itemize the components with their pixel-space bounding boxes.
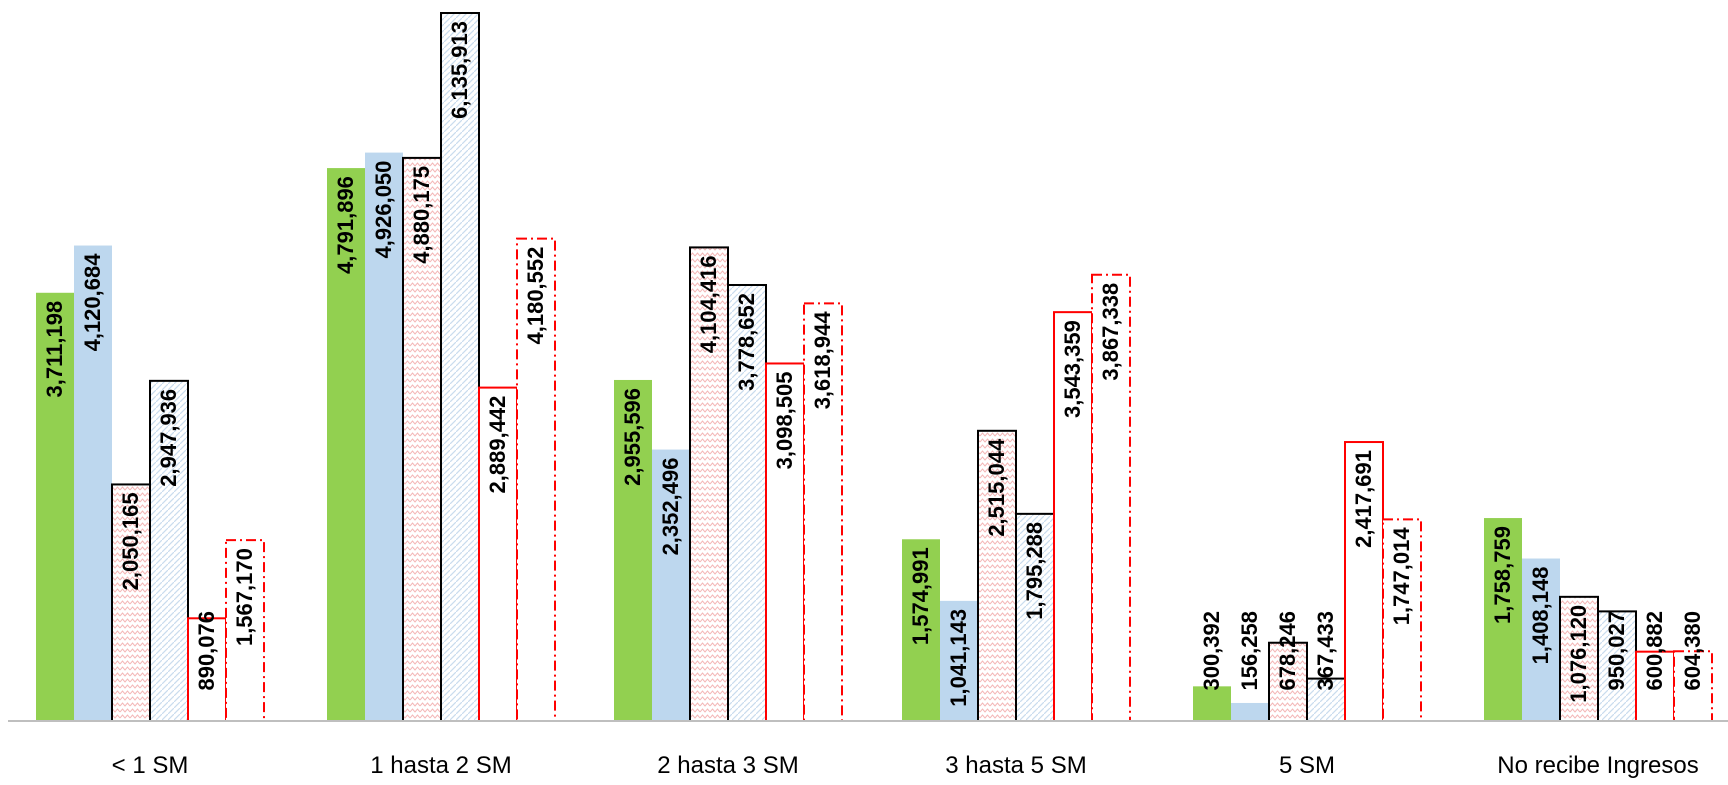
category-label-6: No recibe Ingresos bbox=[1497, 752, 1698, 779]
value-label-series-3-category-6: 1,076,120 bbox=[1566, 605, 1591, 703]
bar-series-5-category-4 bbox=[1053, 311, 1093, 722]
bar-series-2-category-4 bbox=[940, 600, 978, 721]
bar-series-3-category-4 bbox=[977, 429, 1017, 722]
category-label-5: 5 SM bbox=[1279, 752, 1335, 779]
value-label-series-1-category-4: 1,574,991 bbox=[908, 547, 933, 645]
category-label-1: < 1 SM bbox=[112, 752, 189, 779]
category-label-4: 3 hasta 5 SM bbox=[945, 752, 1086, 779]
value-label-series-1-category-2: 4,791,896 bbox=[333, 176, 358, 274]
value-label-series-1-category-3: 2,955,596 bbox=[620, 388, 645, 486]
bar-series-6-category-2 bbox=[516, 237, 556, 723]
value-label-series-2-category-6: 1,408,148 bbox=[1528, 567, 1553, 665]
value-label-series-5-category-3: 3,098,505 bbox=[772, 371, 797, 469]
value-label-series-6-category-3: 3,618,944 bbox=[810, 311, 835, 410]
bar-series-1-category-6 bbox=[1484, 518, 1522, 721]
category-labels-layer: < 1 SM 1 hasta 2 SM 2 hasta 3 SM 3 hasta 5 … bbox=[112, 752, 1699, 779]
value-label-series-3-category-4: 2,515,044 bbox=[984, 438, 1009, 537]
value-label-series-2-category-4: 1,041,143 bbox=[946, 609, 971, 707]
value-label-series-4-category-3: 3,778,652 bbox=[734, 293, 759, 391]
value-label-series-6-category-1: 1,567,170 bbox=[232, 548, 257, 646]
bar-series-4-category-2 bbox=[440, 12, 480, 722]
value-label-series-6-category-5: 1,747,014 bbox=[1389, 527, 1414, 626]
value-label-series-3-category-1: 2,050,165 bbox=[118, 492, 143, 590]
bar-series-5-category-6 bbox=[1635, 650, 1675, 723]
bar-series-2-category-6 bbox=[1522, 558, 1560, 721]
bar-series-1-category-4 bbox=[902, 539, 940, 721]
value-label-series-1-category-1: 3,711,198 bbox=[42, 301, 67, 398]
bar-series-6-category-5 bbox=[1382, 518, 1422, 722]
bar-series-1-category-1 bbox=[36, 292, 74, 721]
value-label-series-3-category-3: 4,104,416 bbox=[696, 255, 721, 353]
bar-series-2-category-2 bbox=[365, 152, 403, 721]
value-label-series-6-category-4: 3,867,338 bbox=[1098, 283, 1123, 381]
category-label-2: 1 hasta 2 SM bbox=[370, 752, 511, 779]
bar-series-4-category-4 bbox=[1015, 512, 1055, 722]
bar-series-5-category-3 bbox=[765, 362, 805, 722]
bar-series-3-category-6 bbox=[1559, 595, 1599, 723]
bar-series-4-category-3 bbox=[727, 283, 767, 722]
bar-series-4-category-1 bbox=[149, 379, 189, 722]
value-label-series-1-category-6: 1,758,759 bbox=[1490, 526, 1515, 624]
value-label-series-3-category-5: 678,246 bbox=[1275, 611, 1300, 691]
value-label-series-2-category-2: 4,926,050 bbox=[371, 161, 396, 259]
value-label-series-5-category-2: 2,889,442 bbox=[485, 396, 510, 494]
value-label-series-6-category-2: 4,180,552 bbox=[523, 247, 548, 345]
value-label-series-2-category-5: 156,258 bbox=[1237, 611, 1262, 691]
bar-series-4-category-5 bbox=[1306, 677, 1346, 722]
value-label-series-4-category-4: 1,795,288 bbox=[1022, 522, 1047, 620]
bar-series-1-category-3 bbox=[614, 379, 652, 721]
value-label-series-2-category-1: 4,120,684 bbox=[80, 253, 105, 352]
bar-series-2-category-5 bbox=[1231, 702, 1269, 721]
value-label-series-5-category-4: 3,543,359 bbox=[1060, 320, 1085, 418]
value-label-series-5-category-1: 890,076 bbox=[194, 611, 219, 691]
value-label-series-4-category-1: 2,947,936 bbox=[156, 389, 181, 487]
value-label-series-2-category-3: 2,352,496 bbox=[658, 458, 683, 556]
bar-series-2-category-1 bbox=[74, 245, 112, 721]
value-labels-layer: 3,711,198 4,120,684 2,050,165 2,947,936 890,… bbox=[42, 21, 1705, 707]
bar-series-1-category-5 bbox=[1193, 686, 1231, 721]
bar-series-2-category-3 bbox=[652, 449, 690, 721]
bars-layer bbox=[36, 12, 1713, 723]
bar-series-6-category-1 bbox=[225, 539, 265, 722]
bar-series-1-category-2 bbox=[327, 168, 365, 722]
value-label-series-5-category-5: 2,417,691 bbox=[1351, 450, 1376, 548]
value-label-series-1-category-5: 300,392 bbox=[1199, 611, 1224, 691]
bar-series-3-category-2 bbox=[402, 156, 442, 722]
value-label-series-4-category-6: 950,027 bbox=[1604, 611, 1629, 691]
bar-series-6-category-3 bbox=[803, 302, 843, 722]
bar-series-3-category-3 bbox=[689, 246, 729, 722]
value-label-series-5-category-6: 600,882 bbox=[1642, 611, 1667, 691]
value-label-series-4-category-5: 367,433 bbox=[1313, 611, 1338, 691]
category-label-3: 2 hasta 3 SM bbox=[657, 752, 798, 779]
value-label-series-6-category-6: 604,380 bbox=[1680, 611, 1705, 691]
value-label-series-4-category-2: 6,135,913 bbox=[447, 21, 472, 119]
value-label-series-3-category-2: 4,880,175 bbox=[409, 166, 434, 264]
